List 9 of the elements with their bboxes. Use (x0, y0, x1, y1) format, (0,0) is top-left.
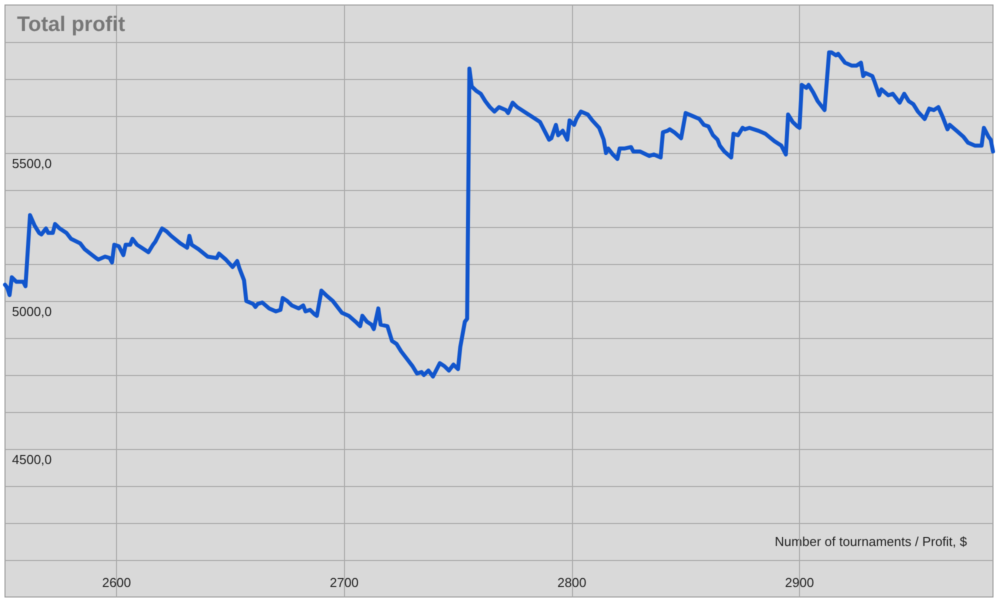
y-tick-label: 5000,0 (12, 304, 52, 319)
y-tick-label: 4500,0 (12, 452, 52, 467)
annotation: Number of tournaments / Profit, $ (774, 534, 968, 549)
chart-title: Total profit (17, 13, 126, 36)
x-tick-label: 2700 (330, 575, 359, 590)
y-tick-label: 5500,0 (12, 156, 52, 171)
x-tick-label: 2900 (785, 575, 814, 590)
x-tick-label: 2800 (557, 575, 586, 590)
x-tick-label: 2600 (102, 575, 132, 590)
